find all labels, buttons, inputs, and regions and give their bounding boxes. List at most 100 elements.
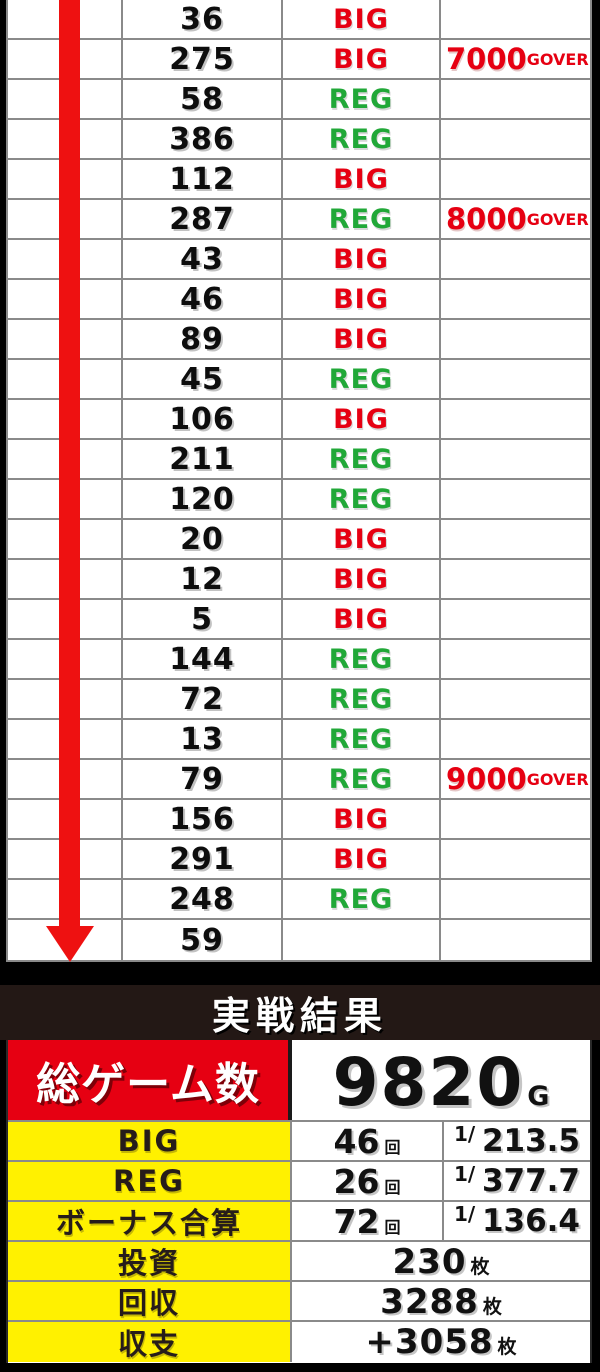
table-row: 59 (8, 920, 590, 960)
milestone-cell (441, 600, 590, 638)
bonus-type-cell: REG (283, 760, 441, 798)
games-count-cell: 58 (123, 80, 283, 118)
milestone-cell: 9000 GOVER (441, 760, 590, 798)
arrow-lane-cell (8, 200, 123, 238)
table-row: 144 REG (8, 640, 590, 680)
arrow-lane-cell (8, 760, 123, 798)
table-row: 72 REG (8, 680, 590, 720)
arrow-lane-cell (8, 80, 123, 118)
arrow-lane-cell (8, 720, 123, 758)
bonus-type-cell: BIG (283, 240, 441, 278)
table-row: 13 REG (8, 720, 590, 760)
milestone-cell (441, 400, 590, 438)
stat-label: BIG (8, 1122, 292, 1160)
arrow-lane-cell (8, 640, 123, 678)
games-count-cell: 5 (123, 600, 283, 638)
stat-rate-value: 213.5 (481, 1123, 580, 1159)
arrow-lane-cell (8, 920, 123, 960)
table-row: 12 BIG (8, 560, 590, 600)
total-games-value-cell: 9820 G (292, 1040, 590, 1121)
bonus-type-cell: BIG (283, 0, 441, 38)
summary-value-row: 回収 3288 枚 (8, 1282, 590, 1322)
bonus-type-cell: REG (283, 200, 441, 238)
stat-count-unit: 回 (384, 1178, 401, 1197)
milestone-cell (441, 840, 590, 878)
bonus-type-cell: REG (283, 80, 441, 118)
milestone-cell (441, 0, 590, 38)
value-label: 回収 (8, 1282, 292, 1320)
stat-count-cell: 72 回 (292, 1202, 444, 1241)
games-count-cell: 112 (123, 160, 283, 198)
bonus-type-cell: BIG (283, 320, 441, 358)
table-row: 211 REG (8, 440, 590, 480)
table-row: 120 REG (8, 480, 590, 520)
stat-rate-cell: 1/377.7 (444, 1162, 590, 1200)
summary-value-row: 収支 +3058 枚 (8, 1322, 590, 1362)
games-count-cell: 12 (123, 560, 283, 598)
games-count-cell: 13 (123, 720, 283, 758)
stat-rate-prefix: 1/ (454, 1162, 476, 1186)
arrow-lane-cell (8, 0, 123, 38)
games-count-cell: 45 (123, 360, 283, 398)
milestone-cell (441, 680, 590, 718)
total-games-unit: G (527, 1081, 550, 1112)
summary-stat-row: ボーナス合算 72 回 1/136.4 (8, 1202, 590, 1242)
bonus-type-cell: REG (283, 480, 441, 518)
milestone-cell (441, 80, 590, 118)
table-row: 248 REG (8, 880, 590, 920)
value-cell: 230 枚 (292, 1242, 590, 1282)
milestone-cell (441, 720, 590, 758)
milestone-cell (441, 920, 590, 960)
milestone-cell (441, 440, 590, 478)
table-row: 20 BIG (8, 520, 590, 560)
table-row: 386 REG (8, 120, 590, 160)
arrow-lane-cell (8, 40, 123, 78)
bonus-type-cell: BIG (283, 400, 441, 438)
games-count-cell: 287 (123, 200, 283, 238)
arrow-lane-cell (8, 520, 123, 558)
milestone-cell (441, 360, 590, 398)
milestone-cell (441, 160, 590, 198)
arrow-lane-cell (8, 240, 123, 278)
table-row: 46 BIG (8, 280, 590, 320)
arrow-lane-cell (8, 560, 123, 598)
summary-stat-row: REG 26 回 1/377.7 (8, 1162, 590, 1202)
bonus-type-cell: BIG (283, 280, 441, 318)
games-count-cell: 120 (123, 480, 283, 518)
stat-count-cell: 46 回 (292, 1122, 444, 1161)
bonus-type-cell: BIG (283, 520, 441, 558)
games-count-cell: 386 (123, 120, 283, 158)
games-count-cell: 211 (123, 440, 283, 478)
stat-rate-prefix: 1/ (454, 1122, 476, 1146)
table-row: 112 BIG (8, 160, 590, 200)
table-row: 156 BIG (8, 800, 590, 840)
milestone-games-value: 7000 (446, 42, 527, 76)
summary-value-row: 投資 230 枚 (8, 1242, 590, 1282)
bonus-type-cell: BIG (283, 600, 441, 638)
games-count-cell: 89 (123, 320, 283, 358)
games-count-cell: 106 (123, 400, 283, 438)
milestone-cell (441, 280, 590, 318)
milestone-cell (441, 320, 590, 358)
bonus-type-cell: REG (283, 720, 441, 758)
table-row: 43 BIG (8, 240, 590, 280)
games-count-cell: 20 (123, 520, 283, 558)
table-row: 5 BIG (8, 600, 590, 640)
table-row: 36 BIG (8, 0, 590, 40)
stat-count-value: 46 (333, 1122, 380, 1161)
arrow-lane-cell (8, 800, 123, 838)
total-games-row: 総ゲーム数 9820 G (8, 1040, 590, 1122)
games-count-cell: 248 (123, 880, 283, 918)
games-count-cell: 275 (123, 40, 283, 78)
bonus-type-cell: REG (283, 440, 441, 478)
arrow-lane-cell (8, 480, 123, 518)
value-unit: 枚 (482, 1296, 502, 1318)
stat-count-unit: 回 (384, 1138, 401, 1157)
games-count-cell: 79 (123, 760, 283, 798)
bonus-type-cell: REG (283, 880, 441, 918)
games-count-cell: 36 (123, 0, 283, 38)
arrow-lane-cell (8, 680, 123, 718)
results-summary-table: 総ゲーム数 9820 G BIG 46 回 1/213.5 REG 26 回 1/377.7 ボ… (6, 1040, 592, 1363)
stat-count-cell: 26 回 (292, 1162, 444, 1201)
bonus-type-cell: BIG (283, 160, 441, 198)
